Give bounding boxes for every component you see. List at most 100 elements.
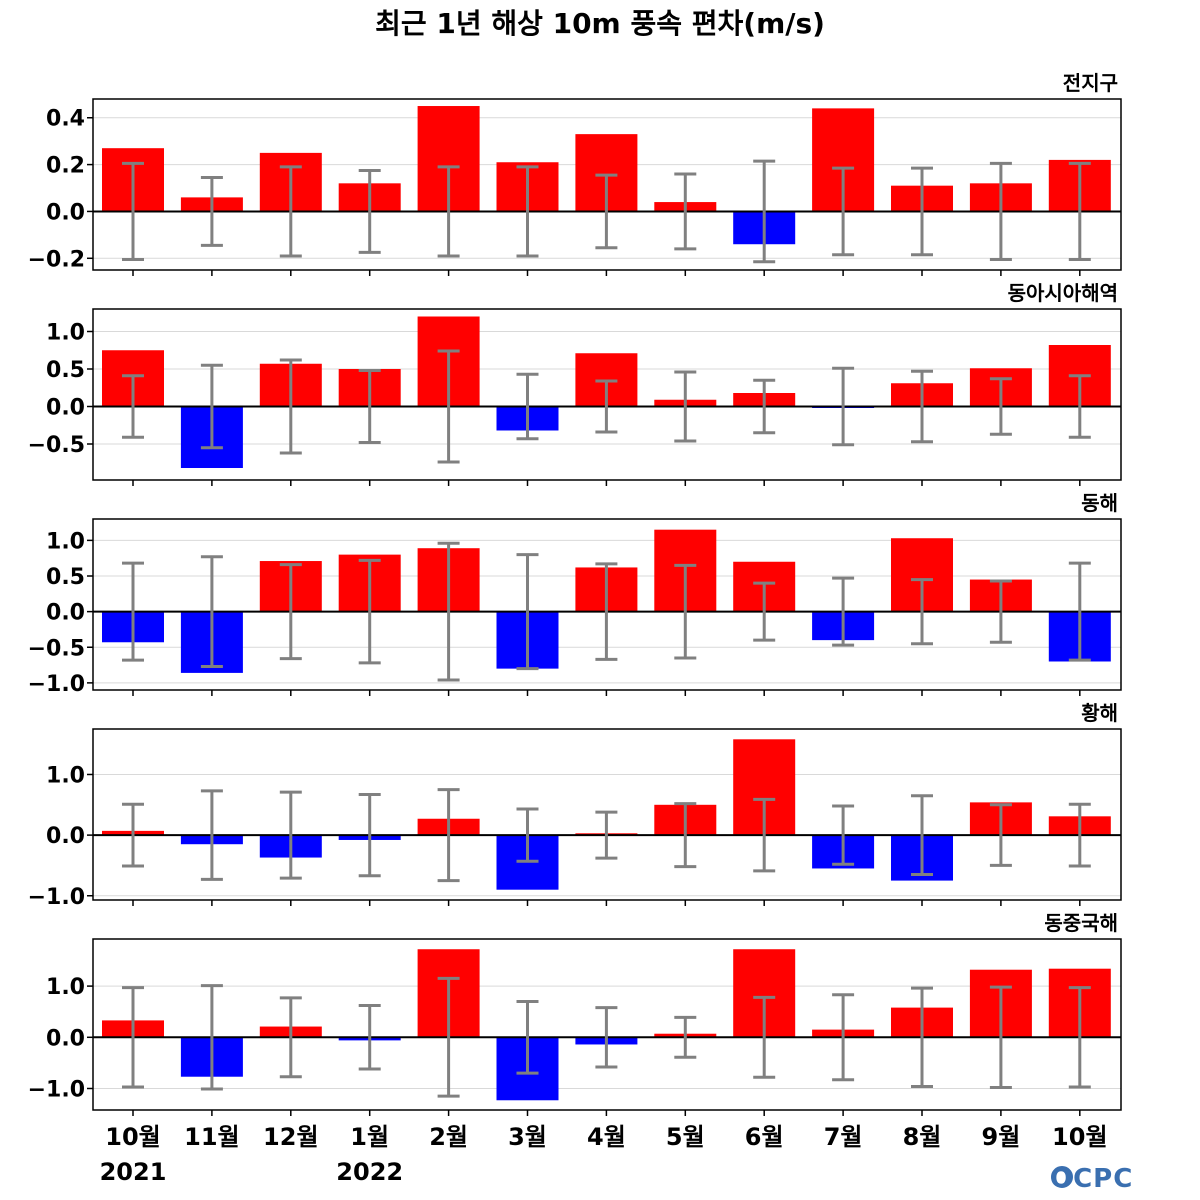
panel-0: −0.2 0.0 0.2 0.4 전지구 bbox=[28, 71, 1122, 276]
error-bar bbox=[516, 999, 539, 1075]
y-tick-label: −1.0 bbox=[28, 885, 85, 910]
y-tick-label: −0.2 bbox=[28, 247, 85, 272]
error-bar bbox=[358, 558, 381, 665]
x-tick-label: 3월 bbox=[508, 1123, 547, 1151]
error-bar bbox=[200, 363, 223, 450]
x-tick-label: 7월 bbox=[824, 1123, 863, 1151]
logo-mark-icon bbox=[1051, 1166, 1073, 1188]
error-bar bbox=[200, 555, 223, 668]
error-bar bbox=[989, 985, 1012, 1089]
panel-2: −1.0 −0.5 0.0 0.5 1.0 동해 bbox=[28, 491, 1122, 697]
panel-3: −1.0 0.0 1.0 황해 bbox=[28, 701, 1122, 910]
error-bar bbox=[122, 561, 144, 662]
error-bar bbox=[279, 165, 302, 258]
error-bar bbox=[753, 378, 776, 435]
y-tick-label: 0.0 bbox=[46, 200, 85, 225]
y-tick-label: −1.0 bbox=[28, 672, 85, 697]
error-bar bbox=[516, 372, 539, 441]
error-bar bbox=[674, 563, 697, 660]
error-bar bbox=[911, 578, 933, 646]
y-tick-label: −1.0 bbox=[28, 1077, 85, 1102]
y-tick-label: −0.5 bbox=[28, 636, 85, 661]
error-bar bbox=[1068, 374, 1091, 439]
panel-title: 황해 bbox=[1081, 701, 1118, 725]
error-bar bbox=[437, 976, 460, 1098]
panel-1: −0.5 0.0 0.5 1.0 동아시아해역 bbox=[28, 281, 1122, 486]
error-bar bbox=[200, 789, 223, 881]
error-bar bbox=[674, 172, 697, 251]
y-tick-label: −0.5 bbox=[28, 433, 85, 458]
error-bar bbox=[437, 165, 460, 258]
error-bar bbox=[832, 576, 855, 647]
error-bar bbox=[437, 349, 460, 464]
error-bar bbox=[911, 986, 933, 1088]
error-bar bbox=[1068, 802, 1091, 868]
x-axis-labels: 10월 11월 12월 1월 2월 3월 4월 5월 6월 7월 8월 9월 10월 2021 2022 bbox=[100, 1123, 1108, 1186]
y-tick-label: 0.0 bbox=[46, 824, 85, 849]
error-bar bbox=[832, 166, 855, 257]
error-bar bbox=[989, 579, 1012, 644]
y-tick-label: 1.0 bbox=[46, 763, 85, 788]
error-bar bbox=[911, 166, 933, 257]
year-label: 2022 bbox=[336, 1158, 403, 1186]
y-tick-label: 0.5 bbox=[46, 565, 85, 590]
error-bar bbox=[595, 810, 618, 860]
error-bar bbox=[122, 161, 144, 261]
panel-title: 동해 bbox=[1081, 491, 1118, 515]
y-tick-label: 0.2 bbox=[46, 154, 85, 179]
error-bar bbox=[832, 366, 855, 447]
error-bar bbox=[358, 792, 381, 878]
error-bar bbox=[122, 374, 144, 439]
x-tick-label: 5월 bbox=[666, 1123, 705, 1151]
error-bar bbox=[358, 369, 381, 444]
error-bar bbox=[279, 563, 302, 661]
y-tick-label: 0.4 bbox=[46, 107, 85, 132]
error-bar bbox=[753, 995, 776, 1079]
error-bar bbox=[1068, 986, 1091, 1089]
error-bar bbox=[200, 984, 223, 1091]
error-bar bbox=[200, 175, 223, 247]
x-tick-label: 8월 bbox=[903, 1123, 942, 1151]
error-bar bbox=[516, 553, 539, 671]
error-bar bbox=[674, 802, 697, 869]
logo-text: OCPC bbox=[1050, 1164, 1133, 1194]
error-bar bbox=[595, 1006, 618, 1069]
error-bar bbox=[358, 1004, 381, 1071]
y-tick-label: 0.0 bbox=[46, 601, 85, 626]
y-tick-label: 0.0 bbox=[46, 396, 85, 421]
panel-title: 동중국해 bbox=[1044, 911, 1118, 935]
error-bar bbox=[911, 794, 933, 877]
y-tick-label: 1.0 bbox=[46, 975, 85, 1000]
error-bar bbox=[595, 173, 618, 250]
x-tick-label: 12월 bbox=[263, 1123, 318, 1151]
x-tick-label: 10월 bbox=[1052, 1123, 1107, 1151]
error-bar bbox=[358, 168, 381, 254]
error-bar bbox=[516, 807, 539, 863]
error-bar bbox=[753, 797, 776, 873]
x-tick-label: 4월 bbox=[587, 1123, 626, 1151]
x-tick-label: 11월 bbox=[184, 1123, 239, 1151]
x-tick-label: 1월 bbox=[350, 1123, 389, 1151]
error-bar bbox=[1068, 161, 1091, 261]
error-bar bbox=[122, 802, 144, 868]
year-label: 2021 bbox=[100, 1158, 167, 1186]
error-bar bbox=[989, 803, 1012, 867]
error-bar bbox=[989, 377, 1012, 436]
x-tick-label: 9월 bbox=[982, 1123, 1021, 1151]
panel-title: 동아시아해역 bbox=[1008, 281, 1118, 305]
y-tick-label: 0.5 bbox=[46, 358, 85, 383]
error-bar bbox=[595, 562, 618, 661]
chart-title: 최근 1년 해상 10m 풍속 편차(m/s) bbox=[375, 7, 825, 40]
error-bar bbox=[516, 165, 539, 258]
y-tick-label: 1.0 bbox=[46, 321, 85, 346]
error-bar bbox=[279, 358, 302, 455]
x-tick-label: 6월 bbox=[745, 1123, 784, 1151]
error-bar bbox=[279, 996, 302, 1079]
panel-title: 전지구 bbox=[1063, 71, 1118, 95]
error-bar bbox=[911, 369, 933, 444]
error-bar bbox=[989, 161, 1012, 261]
error-bar bbox=[122, 986, 144, 1089]
error-bar bbox=[595, 379, 618, 434]
ocpc-logo: OCPC bbox=[1050, 1164, 1133, 1194]
